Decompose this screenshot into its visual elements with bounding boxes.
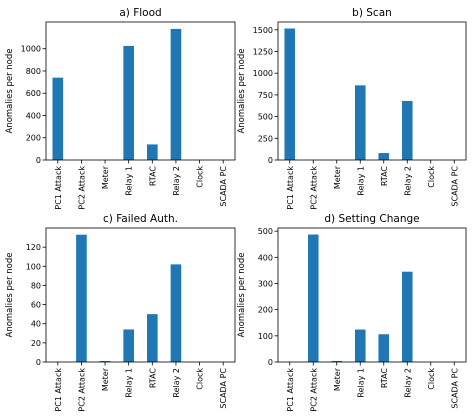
x-tick-label: RTAC	[380, 368, 389, 389]
chart-panel-3: c) Failed Auth. 0 20 40 60 80 100 120 PC1 Attack…	[5, 213, 236, 412]
y-tick-label: 80	[31, 281, 41, 290]
chart-title: c) Failed Auth.	[103, 213, 178, 225]
bar	[123, 45, 135, 161]
y-tick-label: 100	[258, 332, 273, 341]
x-tick-label: Relay 2	[403, 166, 412, 196]
chart-title: d) Setting Change	[324, 213, 419, 225]
y-tick-label: 500	[258, 227, 273, 236]
x-tick-label: Clock	[427, 368, 436, 390]
x-tick-label: RTAC	[148, 166, 157, 187]
bar	[99, 361, 111, 362]
plot-frame	[277, 21, 467, 161]
x-tick-label: Relay 1	[125, 166, 134, 196]
x-tick-label: Relay 1	[356, 368, 365, 398]
bar	[76, 234, 87, 362]
y-tick-label: 200	[26, 134, 41, 143]
y-tick-label: 0	[36, 156, 41, 165]
bar	[170, 264, 182, 362]
x-tick-label: Clock	[427, 166, 436, 188]
x-tick-label: RTAC	[380, 166, 389, 187]
chart-panel-2: b) Scan 0 250 500 750 1000 1250 1500 PC1 Attack P…	[237, 7, 467, 210]
bar	[331, 360, 343, 362]
bar	[354, 85, 366, 160]
y-tick-label: 120	[26, 243, 41, 252]
bar	[401, 100, 413, 160]
x-tick-label: PC2 Attack	[77, 368, 86, 412]
y-tick-label: 400	[26, 111, 41, 120]
x-tick-label: SCADA PC	[450, 368, 459, 409]
y-tick-label: 800	[26, 67, 41, 76]
x-tick-label: Relay 1	[356, 166, 365, 196]
x-tick-label: Meter	[101, 165, 110, 189]
y-tick-label: 0	[36, 358, 41, 367]
x-tick-label: PC1 Attack	[54, 368, 63, 412]
x-tick-label: SCADA PC	[219, 368, 228, 409]
x-tick-label: PC2 Attack	[77, 166, 86, 210]
x-tick-label: Meter	[101, 367, 110, 391]
y-tick-label: 100	[26, 262, 41, 271]
y-tick-label: 0	[268, 358, 273, 367]
bar	[401, 271, 413, 362]
bar	[146, 314, 158, 362]
plot-frame	[277, 227, 467, 363]
x-tick-label: Meter	[333, 165, 342, 189]
x-tick-label: Meter	[333, 367, 342, 391]
y-tick-label: 300	[258, 279, 273, 288]
y-tick-label: 1000	[21, 45, 41, 54]
x-tick-label: Relay 1	[125, 368, 134, 398]
bar	[123, 329, 135, 362]
chart-panel-4: d) Setting Change 0 100 200 300 400 500 PC1 Att…	[237, 213, 467, 412]
bar	[146, 144, 158, 160]
chart-panel-1: a) Flood 0 200 400 600 800 1000 PC1 Attack PC2 A…	[5, 7, 236, 210]
bar	[170, 28, 182, 161]
x-tick-label: PC1 Attack	[286, 166, 295, 210]
y-tick-label: 40	[31, 320, 41, 329]
plot-frame	[45, 21, 236, 161]
y-tick-label: 200	[258, 306, 273, 315]
y-tick-label: 1500	[253, 26, 273, 35]
x-tick-label: RTAC	[148, 368, 157, 389]
chart-title: a) Flood	[119, 7, 161, 19]
y-axis-label: Anomalies per node	[237, 252, 247, 337]
y-tick-label: 600	[26, 89, 41, 98]
y-tick-label: 20	[31, 339, 41, 348]
y-axis-label: Anomalies per node	[5, 48, 15, 133]
y-axis-label: Anomalies per node	[237, 48, 247, 133]
bar	[378, 334, 390, 362]
bar	[378, 153, 390, 160]
bar	[52, 77, 64, 160]
y-tick-label: 250	[258, 134, 273, 143]
plot-frame	[45, 227, 236, 363]
x-tick-label: Relay 2	[172, 368, 181, 398]
x-tick-label: Clock	[196, 368, 205, 390]
bar	[284, 28, 296, 161]
y-tick-label: 1000	[253, 69, 273, 78]
x-tick-label: Clock	[196, 166, 205, 188]
y-tick-label: 60	[31, 301, 41, 310]
x-tick-label: PC1 Attack	[54, 166, 63, 210]
y-tick-label: 500	[258, 113, 273, 122]
x-tick-label: Relay 2	[172, 166, 181, 196]
x-tick-label: PC1 Attack	[286, 368, 295, 412]
x-tick-label: SCADA PC	[450, 166, 459, 207]
x-tick-label: Relay 2	[403, 368, 412, 398]
y-axis-label: Anomalies per node	[5, 252, 15, 337]
chart-title: b) Scan	[352, 7, 392, 19]
bar	[354, 329, 366, 362]
y-tick-label: 1250	[253, 48, 273, 57]
x-tick-label: PC2 Attack	[309, 368, 318, 412]
x-tick-label: SCADA PC	[219, 166, 228, 207]
y-tick-label: 0	[268, 156, 273, 165]
bar	[307, 234, 319, 362]
y-tick-label: 400	[258, 253, 273, 262]
y-tick-label: 750	[258, 91, 273, 100]
x-tick-label: PC2 Attack	[309, 166, 318, 210]
